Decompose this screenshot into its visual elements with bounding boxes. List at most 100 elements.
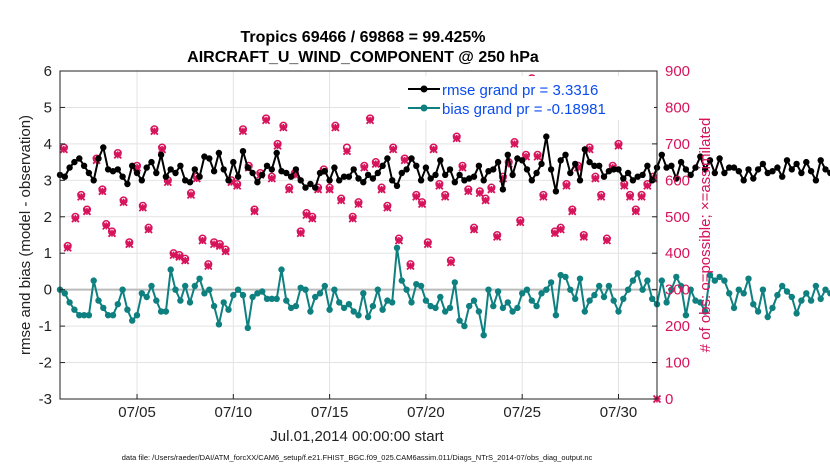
data-point: [466, 302, 473, 310]
legend-rmse-label: rmse grand pr = 3.3316: [442, 82, 598, 99]
right-tick-label: 400: [665, 245, 690, 262]
data-point: [114, 301, 122, 308]
data-point: [692, 297, 699, 304]
data-point: [66, 299, 73, 306]
data-point: [745, 166, 752, 173]
data-point: [254, 179, 261, 186]
data-point: [827, 169, 830, 177]
data-point: [663, 164, 670, 171]
obs-assimilated-marker: [597, 192, 606, 201]
data-point: [100, 304, 107, 312]
obs-assimilated-marker: [157, 145, 167, 154]
data-point: [480, 177, 487, 184]
data-point: [307, 180, 314, 188]
data-point: [629, 277, 637, 284]
data-point: [504, 299, 511, 306]
data-point: [658, 151, 665, 158]
data-point: [783, 157, 791, 164]
data-point: [109, 168, 117, 175]
right-tick-label: 900: [665, 63, 690, 80]
x-tick-label: 07/10: [215, 404, 253, 421]
data-point: [191, 166, 198, 173]
obs-assimilated-marker: [250, 207, 259, 216]
data-point: [461, 322, 468, 330]
data-point: [61, 290, 68, 297]
chart-title: Tropics 69466 / 69868 = 99.425%: [240, 29, 485, 46]
obs-assimilated-marker: [98, 187, 107, 196]
plot-area: [60, 71, 657, 399]
data-point: [119, 286, 126, 293]
data-point: [278, 168, 285, 175]
data-point: [350, 166, 357, 173]
data-point: [509, 308, 516, 315]
data-point: [302, 286, 309, 293]
data-point: [408, 299, 415, 306]
data-point: [157, 308, 165, 315]
data-point: [249, 293, 256, 301]
obs-assimilated-marker: [389, 145, 398, 154]
data-point: [206, 286, 213, 293]
data-point: [186, 179, 194, 186]
data-point: [788, 166, 795, 173]
data-point: [754, 308, 762, 315]
data-point: [514, 155, 521, 162]
data-point: [523, 286, 531, 293]
data-point: [673, 175, 680, 182]
data-point: [283, 169, 290, 177]
data-point: [663, 299, 670, 306]
data-point: [591, 291, 598, 299]
obs-assimilated-marker: [383, 203, 392, 212]
data-point: [730, 164, 738, 171]
data-point: [726, 164, 733, 171]
data-point: [61, 173, 68, 180]
data-point: [552, 188, 560, 195]
data-point: [66, 164, 73, 171]
obs-assimilated-marker: [119, 198, 128, 207]
data-point: [234, 173, 242, 180]
data-point: [393, 182, 401, 189]
data-point: [456, 317, 463, 324]
data-point: [312, 293, 319, 301]
obs-assimilated-marker: [221, 247, 230, 256]
data-point: [109, 312, 117, 319]
data-point: [721, 169, 728, 177]
data-point: [312, 184, 319, 191]
y-axis-label-right: # of obs: o=possible; ×=assimilated: [697, 118, 714, 353]
data-point: [769, 168, 776, 175]
obs-assimilated-marker: [562, 181, 571, 190]
obs-assimilated-marker: [308, 214, 317, 223]
obs-assimilated-marker: [475, 188, 484, 198]
data-point: [278, 266, 285, 273]
data-point: [350, 308, 357, 315]
data-point: [225, 177, 232, 184]
obs-assimilated-marker: [82, 207, 92, 216]
data-point: [759, 160, 767, 168]
data-point: [687, 171, 694, 179]
obs-assimilated-marker: [452, 134, 461, 143]
data-point: [735, 286, 742, 293]
data-point: [701, 166, 709, 173]
obs-assimilated-marker: [394, 236, 404, 245]
data-point: [230, 158, 237, 166]
data-point: [374, 169, 381, 177]
data-point: [249, 169, 256, 177]
left-tick-label: 4: [44, 136, 52, 153]
data-point: [138, 290, 145, 297]
data-point: [783, 288, 791, 295]
data-point: [360, 179, 367, 186]
obs-assimilated-marker: [175, 252, 184, 262]
left-tick-label: 3: [44, 172, 52, 189]
data-point: [124, 180, 131, 188]
data-point: [673, 273, 680, 281]
right-tick-label: 0: [665, 391, 673, 408]
data-point: [779, 282, 786, 290]
data-point: [533, 169, 540, 177]
data-point: [803, 158, 810, 166]
data-point: [692, 164, 699, 171]
data-point: [167, 266, 174, 273]
obs-assimilated-marker: [441, 192, 450, 201]
data-point: [509, 171, 516, 179]
data-point: [687, 286, 694, 293]
data-point: [451, 179, 458, 186]
